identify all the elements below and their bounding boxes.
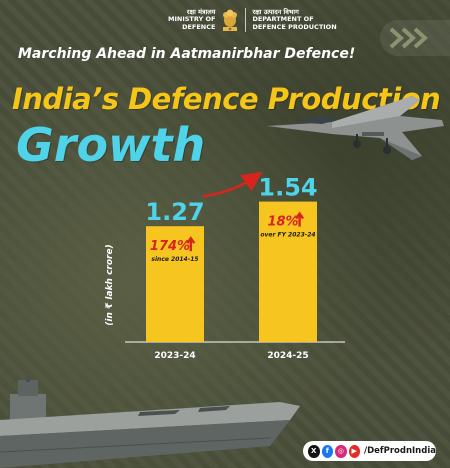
national-emblem-icon <box>223 9 238 31</box>
bar-2023-24 <box>146 226 204 342</box>
x-icon[interactable]: X <box>308 444 320 458</box>
bars-group: 1.27 2023-24 174% since 2014-15 1.54 2024-25 1… <box>145 174 317 361</box>
ministry-of-defence: रक्षा मंत्रालय MINISTRY OF DEFENCE <box>168 7 216 31</box>
double-chevron-icon <box>389 27 428 49</box>
dept-line2: DEFENCE PRODUCTION <box>252 22 337 31</box>
aircraft-carrier-icon <box>0 376 300 468</box>
value-label-2023-24: 1.27 <box>145 198 204 226</box>
chevron-decoration <box>380 20 450 56</box>
subtitle: Marching Ahead in Aatmanirbhar Defence! <box>18 46 356 62</box>
ministry-hindi: रक्षा मंत्रालय <box>186 7 216 16</box>
page-title-growth: Growth <box>16 118 206 172</box>
social-handle[interactable]: /DefProdnIndia <box>364 446 436 456</box>
social-bar: X f ◎ ▶ /DefProdnIndia <box>303 441 436 461</box>
dept-line1: DEPARTMENT OF <box>252 15 314 24</box>
header-divider <box>245 8 247 32</box>
ministry-line1: MINISTRY OF <box>168 15 216 24</box>
bar-2024-25 <box>259 201 317 342</box>
growth-sublabel-2023-24: since 2014-15 <box>151 256 198 263</box>
category-label-2023-24: 2023-24 <box>154 351 195 361</box>
growth-label-2024-25: 18% <box>267 215 298 230</box>
y-axis-label: (in ₹ lakh crore) <box>105 244 115 325</box>
fighter-jet-icon <box>267 96 444 160</box>
facebook-icon[interactable]: f <box>321 444 333 458</box>
ministry-line2: DEFENCE <box>182 22 216 31</box>
dept-hindi: रक्षा उत्पादन विभाग <box>252 7 299 16</box>
department-of-defence-production: रक्षा उत्पादन विभाग DEPARTMENT OF DEFENC… <box>252 7 337 31</box>
instagram-icon[interactable]: ◎ <box>335 444 347 458</box>
growth-arrow <box>202 171 263 198</box>
value-label-2024-25: 1.54 <box>258 174 317 202</box>
growth-sublabel-2024-25: over FY 2023-24 <box>260 232 315 239</box>
ministry-header: रक्षा मंत्रालय MINISTRY OF DEFENCE रक्षा… <box>168 4 337 36</box>
category-label-2024-25: 2024-25 <box>267 351 308 361</box>
growth-label-2023-24: 174% <box>150 239 190 254</box>
up-arrow-icon <box>295 211 305 227</box>
up-arrow-icon <box>186 236 196 252</box>
youtube-icon[interactable]: ▶ <box>348 444 360 458</box>
